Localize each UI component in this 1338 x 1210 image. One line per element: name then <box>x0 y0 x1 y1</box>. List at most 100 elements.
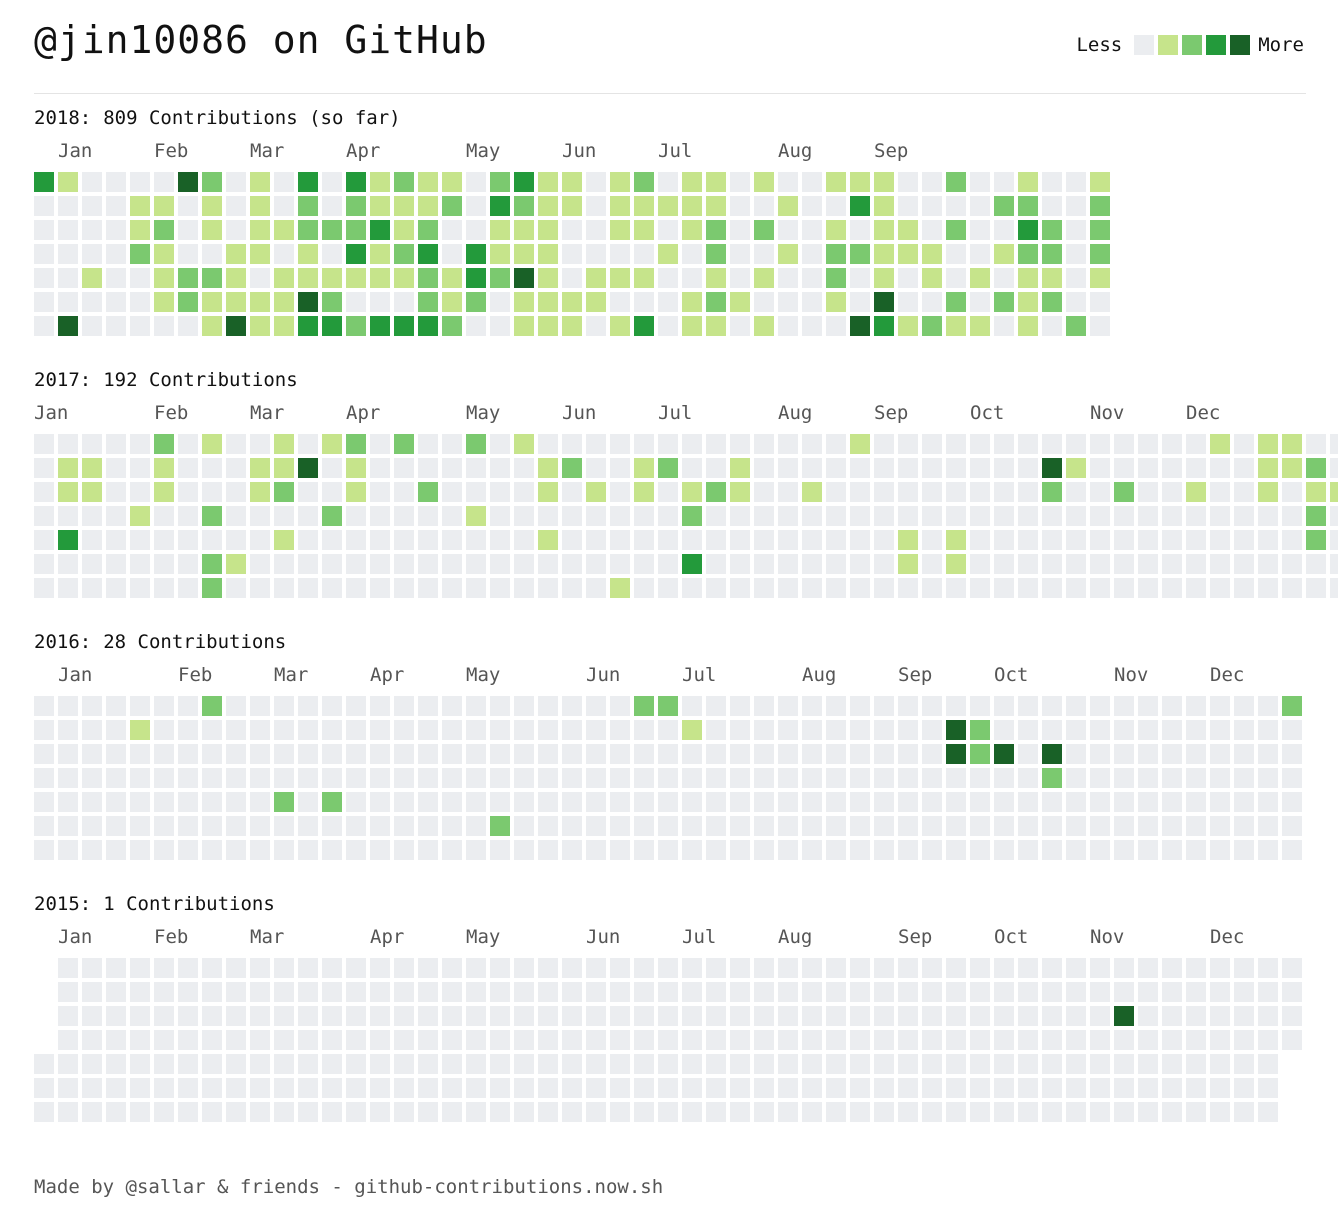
contribution-cell <box>610 982 630 1002</box>
contribution-cell <box>586 196 606 216</box>
contribution-cell <box>250 554 270 574</box>
year-section-2015: 2015: 1 Contributions Jan Feb Mar Apr May Jun J… <box>34 892 1306 1122</box>
contribution-cell <box>418 816 438 836</box>
contribution-cell <box>490 1054 510 1074</box>
contribution-cell <box>178 268 198 288</box>
contribution-cell <box>442 506 462 526</box>
contribution-cell <box>1306 458 1326 478</box>
contribution-cell <box>682 982 702 1002</box>
contribution-count: 1 Contributions <box>103 893 275 915</box>
contribution-cell <box>922 268 942 288</box>
contribution-cell <box>874 792 894 812</box>
contribution-cell <box>850 1030 870 1050</box>
contribution-cell <box>130 720 150 740</box>
contribution-cell <box>58 1030 78 1050</box>
contribution-cell <box>970 482 990 502</box>
month-label: Jun <box>562 140 597 162</box>
month-label: Apr <box>370 926 405 948</box>
contribution-cell <box>1210 792 1230 812</box>
contribution-cell <box>802 196 822 216</box>
contribution-cell <box>1162 816 1182 836</box>
contribution-cell <box>922 530 942 550</box>
contribution-cell <box>706 1030 726 1050</box>
contribution-cell <box>1234 744 1254 764</box>
contribution-cell <box>226 554 246 574</box>
contribution-cell <box>202 578 222 598</box>
contribution-cell <box>994 530 1014 550</box>
contribution-cell <box>706 958 726 978</box>
contribution-cell <box>370 1054 390 1074</box>
contribution-cell <box>34 578 54 598</box>
contribution-cell <box>658 458 678 478</box>
contribution-cell <box>1018 482 1038 502</box>
contribution-cell <box>1042 840 1062 860</box>
contribution-cell <box>1186 1054 1206 1074</box>
contribution-cell <box>250 196 270 216</box>
contribution-cell <box>178 578 198 598</box>
contribution-cell <box>658 316 678 336</box>
contribution-cell <box>874 840 894 860</box>
contribution-cell <box>1066 696 1086 716</box>
contribution-cell <box>346 482 366 502</box>
contribution-cell <box>802 292 822 312</box>
contribution-cell <box>394 578 414 598</box>
contribution-cell <box>994 1030 1014 1050</box>
contribution-cell <box>34 244 54 264</box>
contribution-cell <box>106 196 126 216</box>
month-label: May <box>466 926 501 948</box>
contribution-cell <box>418 1030 438 1050</box>
contribution-cell <box>1018 1006 1038 1026</box>
contribution-cell <box>778 744 798 764</box>
contribution-cell <box>1234 1102 1254 1122</box>
contribution-cell <box>1258 958 1278 978</box>
contribution-cell <box>994 1078 1014 1098</box>
contribution-cell <box>514 720 534 740</box>
contribution-cell <box>418 958 438 978</box>
contribution-cell <box>874 196 894 216</box>
contribution-cell <box>202 958 222 978</box>
contribution-cell <box>826 506 846 526</box>
year-heading: 2015: 1 Contributions <box>34 892 1306 916</box>
contribution-cell <box>34 458 54 478</box>
contribution-cell <box>1138 458 1158 478</box>
contribution-cell <box>1138 1078 1158 1098</box>
contribution-cell <box>1042 1006 1062 1026</box>
contribution-cell <box>346 816 366 836</box>
contribution-cell <box>154 744 174 764</box>
contribution-cell <box>202 1078 222 1098</box>
contribution-cell <box>202 696 222 716</box>
contribution-cell <box>538 434 558 454</box>
contribution-cell <box>1186 578 1206 598</box>
contribution-cell <box>394 1078 414 1098</box>
contribution-cell <box>1258 530 1278 550</box>
contribution-cell <box>1090 792 1110 812</box>
contribution-cell <box>706 244 726 264</box>
contribution-cell <box>802 1054 822 1074</box>
contribution-cell <box>586 744 606 764</box>
contribution-cell <box>442 244 462 264</box>
contribution-cell <box>874 482 894 502</box>
contribution-cell <box>1114 816 1134 836</box>
contribution-cell <box>970 530 990 550</box>
contribution-cell <box>202 220 222 240</box>
contribution-cell <box>778 506 798 526</box>
contribution-cell <box>106 220 126 240</box>
contribution-cell <box>874 1078 894 1098</box>
contribution-cell <box>1258 816 1278 836</box>
contribution-cell <box>322 840 342 860</box>
contribution-cell <box>898 1006 918 1026</box>
contribution-cell <box>226 982 246 1002</box>
contribution-cell <box>1066 816 1086 836</box>
contribution-cell <box>1234 530 1254 550</box>
contribution-cell <box>634 292 654 312</box>
contribution-cell <box>802 720 822 740</box>
contribution-cell <box>58 458 78 478</box>
contribution-cell <box>202 1054 222 1074</box>
month-label: Jan <box>58 664 93 686</box>
contribution-cell <box>1090 578 1110 598</box>
contribution-cell <box>850 292 870 312</box>
contribution-cell <box>394 982 414 1002</box>
contribution-cell <box>202 316 222 336</box>
contribution-cell <box>946 792 966 812</box>
contribution-cell <box>298 316 318 336</box>
